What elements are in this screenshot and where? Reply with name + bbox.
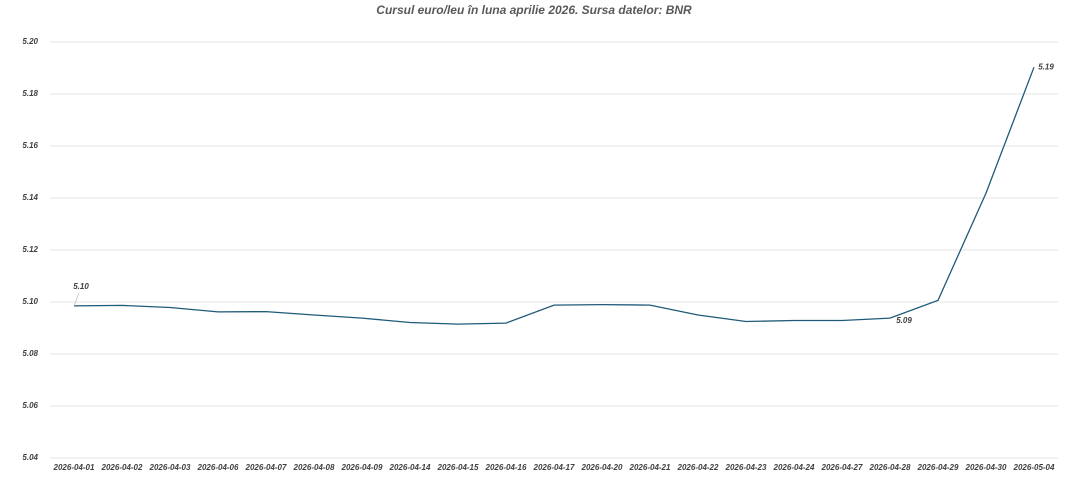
x-tick-label: 2026-04-15 bbox=[437, 463, 479, 472]
data-label: 5.10 bbox=[73, 282, 89, 291]
x-tick-label: 2026-04-22 bbox=[677, 463, 719, 472]
y-tick-label: 5.16 bbox=[22, 141, 38, 150]
chart-title: Cursul euro/leu în luna aprilie 2026. Su… bbox=[376, 3, 692, 17]
x-tick-label: 2026-04-01 bbox=[53, 463, 95, 472]
x-tick-label: 2026-04-02 bbox=[101, 463, 143, 472]
line bbox=[73, 66, 1035, 325]
x-tick-label: 2026-05-04 bbox=[1013, 463, 1055, 472]
leader-line bbox=[73, 292, 80, 307]
x-tick-label: 2026-04-07 bbox=[245, 463, 287, 472]
y-tick-label: 5.08 bbox=[22, 349, 38, 358]
data-label: 5.19 bbox=[1038, 62, 1054, 71]
x-tick-label: 2026-04-06 bbox=[197, 463, 239, 472]
y-tick-label: 5.10 bbox=[22, 297, 38, 306]
y-tick-label: 5.12 bbox=[22, 245, 38, 254]
x-tick-label: 2026-04-29 bbox=[917, 463, 959, 472]
x-tick-label: 2026-04-28 bbox=[869, 463, 911, 472]
y-tick-label: 5.18 bbox=[22, 89, 38, 98]
x-tick-label: 2026-04-09 bbox=[341, 463, 383, 472]
y-tick-label: 5.04 bbox=[22, 453, 38, 462]
x-tick-label: 2026-04-20 bbox=[581, 463, 623, 472]
y-tick-label: 5.14 bbox=[22, 193, 38, 202]
x-tick-label: 2026-04-27 bbox=[821, 463, 863, 472]
x-tick-label: 2026-04-08 bbox=[293, 463, 335, 472]
x-tick-label: 2026-04-14 bbox=[389, 463, 431, 472]
data-label: 5.09 bbox=[896, 316, 912, 325]
x-tick-label: 2026-04-03 bbox=[149, 463, 191, 472]
y-tick-label: 5.20 bbox=[22, 37, 38, 46]
y-tick-label: 5.06 bbox=[22, 401, 38, 410]
x-tick-label: 2026-04-24 bbox=[773, 463, 815, 472]
x-tick-label: 2026-04-23 bbox=[725, 463, 767, 472]
x-tick-label: 2026-04-16 bbox=[485, 463, 527, 472]
x-tick-label: 2026-04-30 bbox=[965, 463, 1007, 472]
x-tick-label: 2026-04-17 bbox=[533, 463, 575, 472]
x-tick-label: 2026-04-21 bbox=[629, 463, 671, 472]
